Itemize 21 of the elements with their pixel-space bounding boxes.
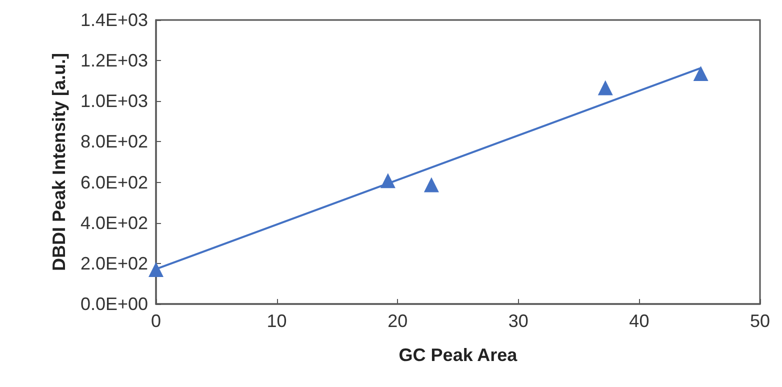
y-tick-label: 6.0E+02 xyxy=(80,172,148,192)
y-tick-label: 8.0E+02 xyxy=(80,132,148,152)
x-tick-label: 0 xyxy=(150,311,162,331)
x-tick-label: 50 xyxy=(750,311,770,331)
point xyxy=(148,262,164,278)
y-tick-label: 1.0E+03 xyxy=(80,91,148,112)
y-tick-label: 2.0E+02 xyxy=(80,253,148,274)
x-tick-label: 40 xyxy=(629,311,650,331)
point xyxy=(693,66,708,82)
y-axis-title: DBDI Peak Intensity [a.u.] xyxy=(49,52,69,272)
y-tick-label: 4.0E+02 xyxy=(80,212,148,233)
point xyxy=(598,80,613,96)
point xyxy=(424,177,439,192)
y-tick-label: 1.4E+03 xyxy=(80,10,148,30)
x-tick-label: 30 xyxy=(508,311,528,331)
x-axis-title: GC Peak Area xyxy=(398,345,518,365)
point xyxy=(380,173,396,188)
x-tick-label: 20 xyxy=(388,311,408,331)
y-tick-label: 0.0E+00 xyxy=(80,294,148,314)
x-tick-label: 10 xyxy=(266,311,287,331)
y-tick-label: 1.2E+03 xyxy=(80,50,148,71)
